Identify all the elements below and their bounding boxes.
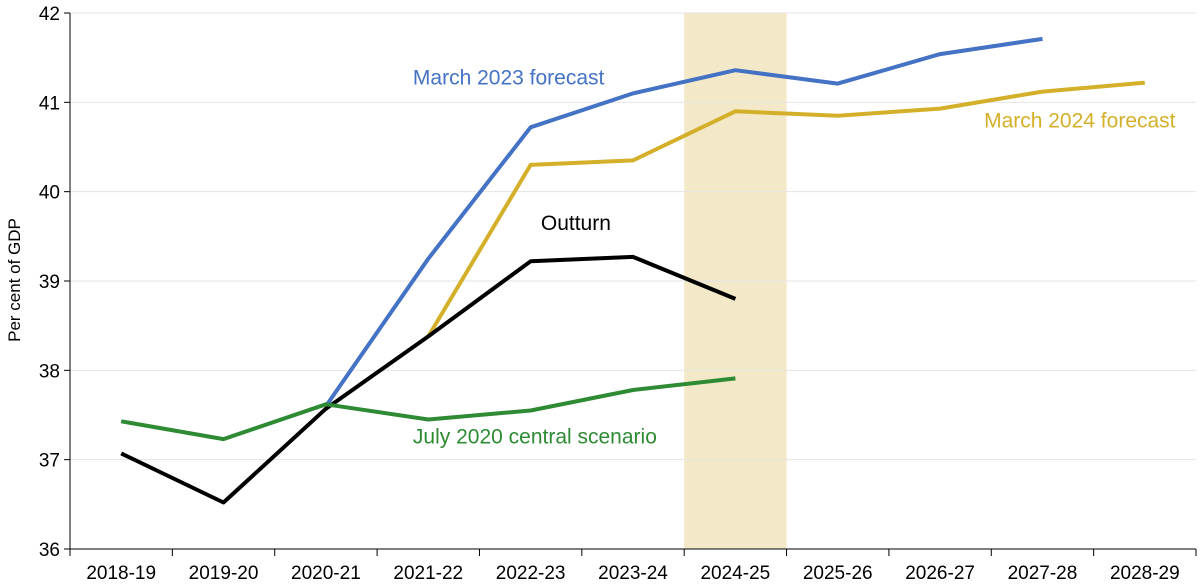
x-tick-label: 2026-27 [905,563,975,584]
y-tick-label: 40 [39,183,60,204]
x-tick-label: 2019-20 [189,563,259,584]
series-line-march-2024-forecast [426,80,1145,338]
x-tick-label: 2021-22 [393,563,463,584]
series-line-march-2023-forecast [324,36,1043,408]
x-tick-label: 2023-24 [598,563,668,584]
y-axis-title: Per cent of GDP [5,218,24,342]
x-tick-label: 2025-26 [803,563,873,584]
series-label: July 2020 central scenario [413,426,657,449]
series-label: March 2023 forecast [413,66,605,89]
x-tick-label: 2027-28 [1008,563,1078,584]
series-line-outturn [120,254,737,505]
series-line-july-2020-central-scenario [120,376,736,442]
x-tick-label: 2028-29 [1110,563,1180,584]
y-tick-label: 41 [39,93,60,114]
y-tick-label: 38 [39,361,60,382]
x-tick-label: 2024-25 [700,563,770,584]
y-tick-label: 42 [39,4,60,25]
series-label: Outturn [541,212,611,235]
y-tick-label: 39 [39,272,60,293]
x-tick-label: 2020-21 [291,563,361,584]
series-label: March 2024 forecast [984,109,1176,132]
x-tick-label: 2022-23 [496,563,566,584]
x-tick-label: 2018-19 [86,563,156,584]
y-tick-label: 36 [39,540,60,561]
y-tick-label: 37 [39,451,60,472]
